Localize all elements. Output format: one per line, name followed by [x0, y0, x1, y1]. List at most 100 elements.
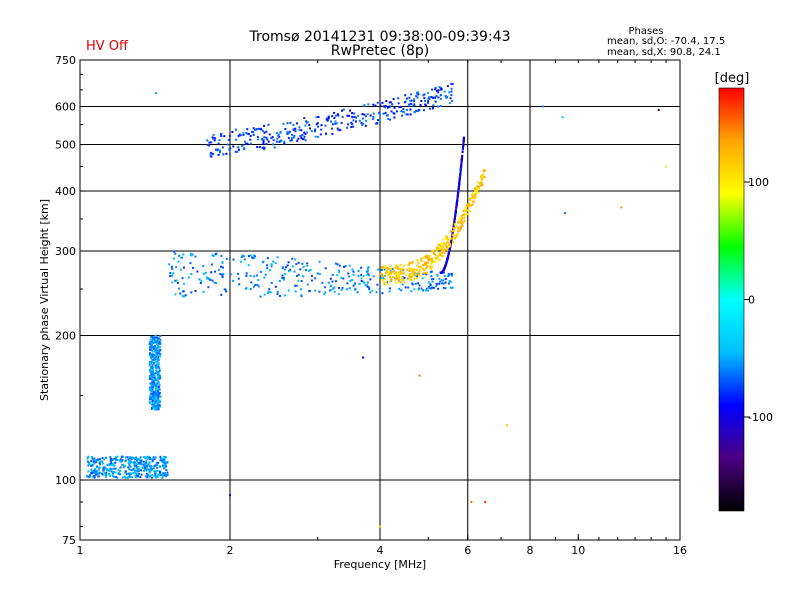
trace-point [165, 465, 167, 468]
trace-point [268, 288, 271, 291]
trace-point [475, 190, 478, 193]
trace-point [153, 357, 156, 360]
trace-point [158, 367, 161, 370]
trace-point [155, 385, 158, 388]
trace-point [178, 287, 181, 290]
trace-point [413, 104, 416, 107]
trace-point [397, 271, 400, 274]
trace-point [157, 365, 160, 368]
trace-point [425, 287, 428, 290]
trace-point [153, 458, 156, 461]
trace-point [274, 285, 277, 288]
trace-point [191, 253, 194, 256]
trace-point [399, 270, 402, 273]
trace-point [352, 284, 355, 287]
trace-point [153, 474, 156, 477]
trace-point [413, 288, 416, 291]
trace-point [123, 464, 126, 467]
trace-point [385, 100, 388, 102]
trace-point [300, 129, 303, 132]
trace-point [429, 107, 432, 110]
trace-point [93, 470, 96, 473]
trace-point [316, 135, 319, 138]
trace-point [276, 137, 279, 140]
trace-point [138, 462, 141, 464]
trace-point [405, 113, 408, 116]
trace-point [386, 281, 389, 283]
trace-point [409, 274, 412, 277]
trace-point [347, 272, 350, 275]
trace-point [301, 133, 304, 136]
trace-point [431, 280, 434, 283]
trace-point [277, 134, 280, 137]
trace-point [266, 267, 269, 270]
trace-point [114, 461, 117, 464]
trace-point [252, 127, 255, 130]
trace-point [467, 203, 470, 206]
trace-point [418, 272, 421, 275]
trace-point [284, 273, 286, 276]
trace-point [257, 127, 260, 130]
trace-point [369, 291, 372, 294]
trace-point [116, 455, 119, 458]
trace-point [90, 456, 93, 459]
trace-point [424, 261, 427, 264]
trace-point [103, 472, 106, 475]
trace-point [154, 395, 157, 398]
trace-point [400, 110, 403, 113]
trace-point [380, 276, 383, 279]
trace-point [430, 96, 433, 98]
trace-point [151, 397, 154, 400]
trace-point [148, 375, 151, 378]
trace-point [130, 469, 133, 472]
trace-point [155, 476, 157, 479]
trace-point [460, 164, 463, 167]
trace-point [304, 269, 307, 272]
trace-point [219, 273, 222, 275]
trace-point [337, 128, 340, 131]
trace-point [391, 276, 394, 279]
trace-point [454, 210, 457, 213]
trace-point [214, 282, 217, 285]
trace-point [207, 143, 209, 146]
trace-point [288, 270, 291, 272]
trace-point [431, 265, 434, 268]
trace-point [156, 349, 159, 352]
trace-point [150, 386, 153, 389]
trace-point [423, 93, 426, 96]
trace-point [190, 291, 193, 294]
trace-point [331, 127, 334, 130]
trace-point [152, 382, 155, 385]
trace-point [166, 474, 169, 477]
trace-point [263, 124, 266, 127]
trace-point [350, 126, 353, 128]
trace-point [156, 378, 159, 380]
trace-point [446, 257, 449, 260]
trace-point [130, 457, 132, 460]
trace-point [384, 278, 387, 281]
trace-point [329, 277, 332, 280]
trace-point [158, 465, 161, 468]
trace-point [157, 350, 160, 353]
trace-point [450, 94, 453, 97]
trace-point [462, 137, 465, 140]
trace-point [157, 344, 160, 347]
trace-point [227, 138, 230, 141]
trace-point [362, 280, 365, 283]
trace-point [94, 469, 97, 472]
trace-point [98, 462, 101, 464]
trace-point [447, 282, 450, 285]
trace-point [421, 264, 424, 266]
trace-point [462, 141, 465, 144]
trace-point [425, 289, 427, 292]
trace-point [450, 237, 453, 240]
trace-point [232, 145, 235, 148]
trace-point [351, 279, 354, 282]
trace-point [236, 150, 239, 153]
trace-point [416, 269, 419, 272]
trace-point [369, 278, 372, 281]
trace-point [159, 474, 162, 477]
trace-point [390, 278, 392, 281]
x-tick-label: 4 [377, 544, 384, 557]
trace-point [420, 99, 423, 102]
